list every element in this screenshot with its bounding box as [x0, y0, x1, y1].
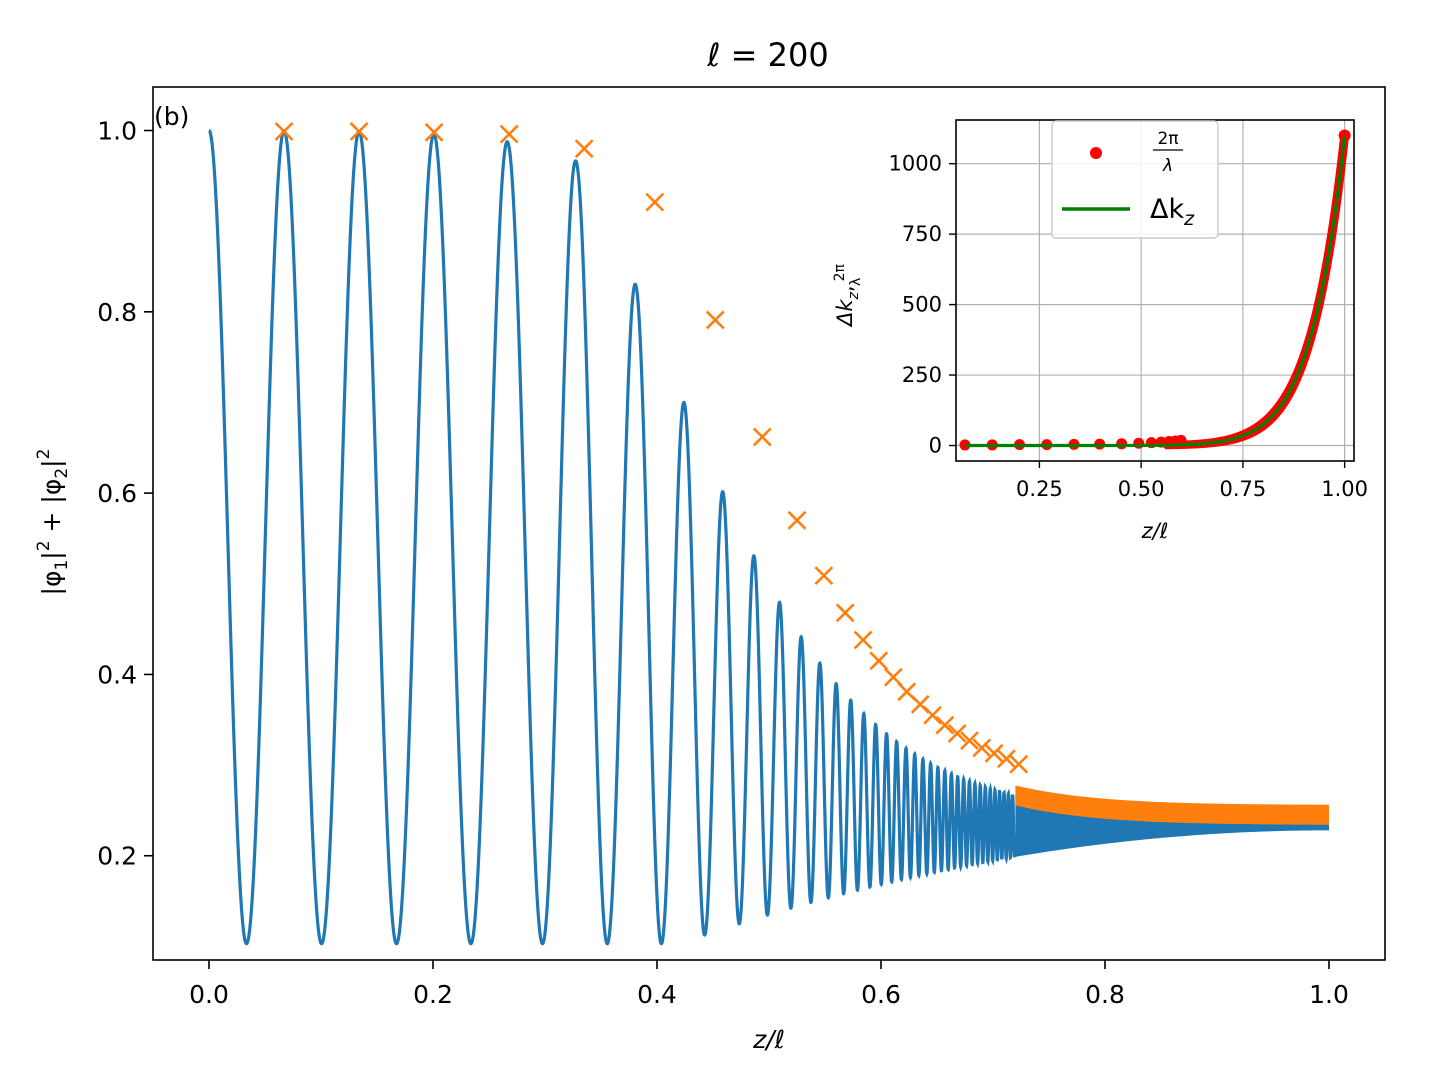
inset-y-tick-label: 750: [902, 222, 942, 246]
legend-label-numerator: 2π: [1157, 129, 1178, 149]
inset-x-tick-label: 0.75: [1220, 477, 1267, 501]
main-x-axis-label: z/ℓ: [752, 1025, 785, 1054]
inset-series-line-dkz: [964, 135, 1347, 448]
max-marker: [997, 749, 1016, 769]
max-marker: [853, 630, 873, 650]
main-x-ticks: 0.0 0.2 0.4 0.6 0.8 1.0: [189, 960, 1349, 1009]
max-marker: [923, 705, 942, 725]
y-tick-label: 0.4: [97, 660, 137, 689]
inset-y-ticks: 0 250 500 750 1000: [889, 152, 956, 458]
inset-legend: 2π λ Δkz: [1051, 120, 1219, 239]
legend-label-dkz: Δkz: [1150, 194, 1195, 230]
maxima-markers: [274, 122, 1029, 774]
inset-y-tick-label: 1000: [889, 152, 942, 176]
inset-x-tick-label: 1.00: [1321, 477, 1368, 501]
x-tick-label: 1.0: [1309, 980, 1349, 1009]
max-marker: [349, 122, 369, 141]
chart-title: ℓ = 200: [706, 36, 828, 74]
legend-label-denominator: λ: [1162, 156, 1173, 176]
title-value: = 200: [720, 36, 828, 74]
max-marker: [574, 139, 594, 159]
max-marker: [645, 192, 665, 212]
main-y-ticks: 0.2 0.4 0.6 0.8 1.0: [97, 117, 153, 871]
inset-y-tick-label: 500: [902, 293, 942, 317]
inset-plot-frame: [955, 119, 1355, 462]
max-marker: [947, 723, 967, 743]
x-tick-label: 0.8: [1085, 980, 1125, 1009]
legend-marker-dot: [1090, 147, 1102, 159]
scatter-point: [1133, 437, 1145, 449]
series-line-main: [208, 128, 1017, 946]
max-marker: [814, 566, 834, 586]
title-ell: ℓ: [706, 36, 720, 74]
x-tick-label: 0.6: [861, 980, 901, 1009]
max-marker: [424, 122, 444, 142]
scatter-point: [1338, 129, 1351, 142]
panel-label: (b): [154, 102, 189, 131]
max-marker: [935, 715, 955, 735]
inset-x-ticks: 0.25 0.50 0.75 1.00: [1016, 461, 1368, 501]
inset-y-axis-label: Δkz,2πλ: [832, 263, 864, 327]
max-marker: [705, 310, 725, 330]
inset-y-tick-label: 250: [902, 363, 942, 387]
maxima-dense-band: [1015, 785, 1329, 825]
max-marker: [499, 124, 519, 144]
max-marker: [835, 603, 855, 623]
x-tick-label: 0.2: [413, 980, 453, 1009]
max-marker: [972, 738, 992, 758]
y-tick-label: 0.2: [97, 842, 137, 871]
inset-x-tick-label: 0.50: [1118, 477, 1165, 501]
y-tick-label: 0.6: [97, 479, 137, 508]
inset-x-axis-label: z/ℓ: [1141, 519, 1169, 543]
scatter-point: [1116, 438, 1128, 450]
inset-x-tick-label: 0.25: [1016, 477, 1063, 501]
x-tick-label: 0.0: [189, 980, 229, 1009]
y-tick-label: 1.0: [97, 117, 137, 146]
max-marker: [984, 743, 1004, 763]
max-marker: [787, 510, 807, 530]
y-tick-label: 0.8: [97, 298, 137, 327]
max-marker: [1009, 754, 1029, 774]
main-plot-frame: [152, 86, 1386, 961]
main-plot-area: [208, 122, 1329, 946]
max-marker: [274, 122, 294, 141]
inset-y-tick-label: 0: [929, 434, 942, 458]
max-marker: [960, 731, 979, 751]
max-marker: [752, 427, 772, 447]
x-tick-label: 0.4: [637, 980, 677, 1009]
max-marker: [869, 651, 889, 671]
main-y-axis-label: |φ1|2 + |φ2|2: [34, 449, 72, 596]
